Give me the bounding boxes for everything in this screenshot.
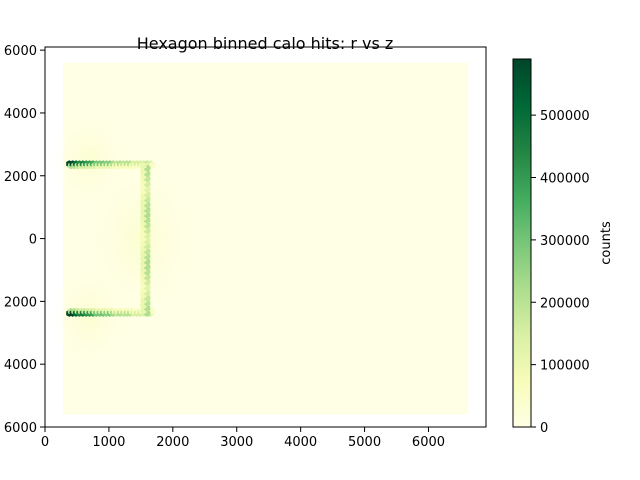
x-tick-label: 4000: [284, 435, 317, 450]
hexbin-cell: [149, 307, 156, 316]
y-tick-label: 6000: [4, 421, 37, 436]
y-axis: 6000 4000 2000 0 2000 4000 6000: [4, 44, 45, 436]
colorbar-tick-label: 100000: [540, 359, 590, 374]
plot-frame: [44, 46, 487, 428]
y-tick-label: 6000: [4, 44, 37, 59]
x-tick-label: 3000: [220, 435, 253, 450]
colorbar-frame: [512, 58, 532, 428]
x-tick-label: 2000: [156, 435, 189, 450]
hexbin-cell: [140, 162, 147, 170]
colorbar-tick-label: 200000: [540, 296, 590, 311]
colorbar-tick-label: 0: [540, 421, 548, 436]
colorbar: 0 100000 200000 300000 400000 500000 counts: [512, 58, 614, 436]
hexbin-cell: [149, 162, 156, 170]
x-tick-label: 0: [41, 435, 49, 450]
x-tick-label: 6000: [412, 435, 445, 450]
colorbar-tick-label: 500000: [540, 109, 590, 124]
x-tick-label: 5000: [348, 435, 381, 450]
y-tick-label: 0: [29, 233, 37, 248]
colorbar-gradient: [513, 59, 531, 427]
y-tick-label: 2000: [4, 295, 37, 310]
y-tick-label: 4000: [4, 358, 37, 373]
plot-area: [51, 62, 469, 415]
y-tick-label: 4000: [4, 107, 37, 122]
hexbin-cells: [66, 160, 156, 317]
x-tick-label: 1000: [92, 435, 125, 450]
chart-title: Hexagon binned calo hits: r vs z: [137, 34, 394, 53]
x-axis: 0 1000 2000 3000 4000 5000 6000: [41, 427, 445, 450]
colorbar-tick-label: 300000: [540, 234, 590, 249]
colorbar-tick-label: 400000: [540, 172, 590, 187]
colorbar-label: counts: [599, 221, 614, 265]
y-tick-label: 2000: [4, 170, 37, 185]
colorbar-ticks: 0 100000 200000 300000 400000 500000: [531, 109, 590, 436]
